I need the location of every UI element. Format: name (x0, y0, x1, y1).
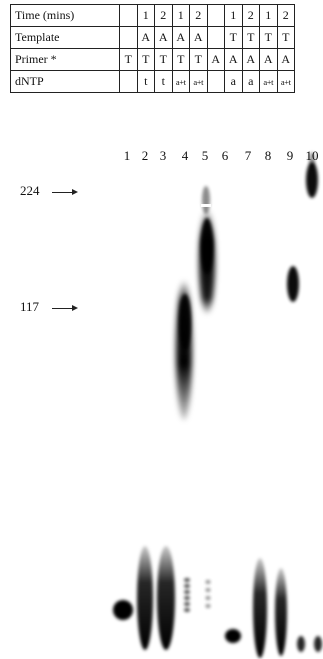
gel-band (202, 186, 210, 214)
lane-number: 3 (159, 148, 167, 163)
gel-band (287, 266, 299, 302)
marker-label-117: 117 (20, 299, 40, 314)
lane-number: 1 (123, 148, 131, 163)
table-row-dntp: dNTP t t a+t a+t a a a+t a+t (10, 70, 295, 93)
lane-number: 2 (141, 148, 149, 163)
table-cell: A (276, 48, 295, 71)
gel-band (113, 600, 133, 620)
gel-band (225, 629, 241, 643)
gel-band (314, 636, 322, 652)
gel-band (137, 546, 153, 650)
marker-label-224: 224 (20, 183, 40, 198)
table-cell: a+t (276, 70, 295, 93)
gel-band (201, 204, 211, 207)
arrow-right-icon (52, 189, 78, 195)
gel-band (184, 578, 190, 612)
gel-band (297, 636, 305, 652)
gel-band (201, 218, 213, 274)
row-label: Template (10, 26, 120, 49)
table-row-template: Template A A A A T T T T (10, 26, 295, 49)
gel-band (157, 546, 175, 650)
row-label: Primer * (10, 48, 120, 71)
row-label: dNTP (10, 70, 120, 93)
gel-band (306, 162, 318, 198)
lane-number: 8 (264, 148, 272, 163)
lane-number: 9 (286, 148, 294, 163)
gel-band (309, 152, 315, 168)
gel-band (205, 580, 211, 608)
gel-band (253, 558, 267, 658)
lane-number: 6 (221, 148, 229, 163)
lane-number: 7 (244, 148, 252, 163)
arrow-right-icon (52, 305, 78, 311)
conditions-table: Time (mins) 1 2 1 2 1 2 1 2 Template A A… (10, 4, 295, 93)
table-row-time: Time (mins) 1 2 1 2 1 2 1 2 (10, 4, 295, 27)
lane-number: 4 (181, 148, 189, 163)
gel-band (179, 294, 191, 350)
lane-number: 5 (201, 148, 209, 163)
gel-band (275, 568, 287, 656)
